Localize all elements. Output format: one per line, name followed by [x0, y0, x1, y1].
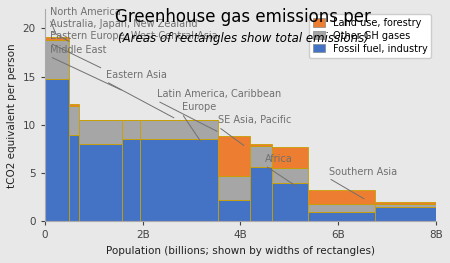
Text: Africa: Africa [265, 154, 293, 164]
X-axis label: Population (billions; shown by widths of rectangles): Population (billions; shown by widths of… [106, 246, 375, 256]
Bar [218, 200, 250, 221]
Bar [250, 168, 272, 221]
Bar [122, 120, 140, 139]
Text: Eastern Asia: Eastern Asia [106, 70, 167, 80]
Text: (Areas of rectangles show total emissions): (Areas of rectangles show total emission… [117, 32, 369, 44]
Bar [272, 183, 307, 221]
Bar [374, 204, 450, 207]
Text: Southern Asia: Southern Asia [328, 166, 396, 176]
Bar [218, 176, 250, 200]
Bar [272, 147, 307, 168]
Bar [69, 106, 79, 135]
Text: Europe: Europe [182, 102, 216, 112]
Bar [69, 135, 79, 221]
Bar [374, 207, 450, 221]
Y-axis label: tCO2 equivalent per person: tCO2 equivalent per person [7, 43, 17, 188]
Text: SE Asia, Pacific: SE Asia, Pacific [218, 115, 292, 125]
Bar [45, 79, 69, 221]
Text: Eastern Europe, West-Central Asia: Eastern Europe, West-Central Asia [50, 32, 217, 42]
Bar [140, 120, 218, 139]
Bar [45, 40, 69, 79]
Bar [250, 144, 272, 146]
Bar [374, 202, 450, 204]
Text: North America: North America [50, 7, 121, 17]
Legend: Land use, forestry, Other GH gases, Fossil fuel, industry: Land use, forestry, Other GH gases, Foss… [309, 14, 431, 58]
Bar [307, 190, 374, 204]
Bar [45, 37, 69, 40]
Bar [140, 139, 218, 221]
Bar [79, 144, 122, 221]
Bar [272, 168, 307, 183]
Text: Australia, Japan, New Zealand: Australia, Japan, New Zealand [50, 19, 197, 29]
Bar [250, 146, 272, 168]
Text: Latin America, Caribbean: Latin America, Caribbean [158, 89, 282, 99]
Bar [122, 139, 140, 221]
Bar [69, 104, 79, 106]
Bar [307, 204, 374, 212]
Text: Greenhouse gas emissions per: Greenhouse gas emissions per [115, 8, 371, 26]
Text: Middle East: Middle East [50, 45, 106, 55]
Bar [79, 120, 122, 144]
Bar [218, 135, 250, 176]
Bar [307, 212, 374, 221]
